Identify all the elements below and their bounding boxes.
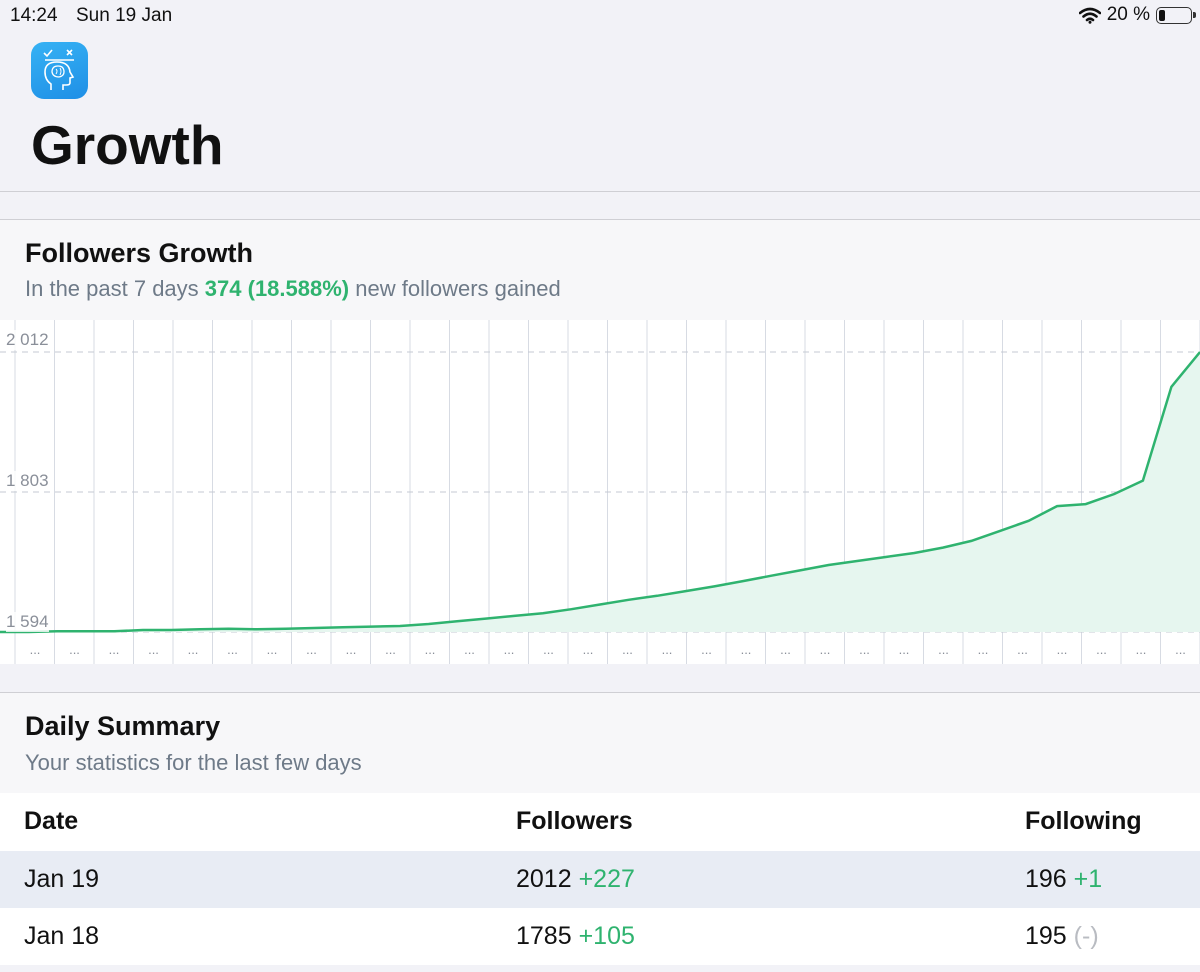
row-date: Jan 18 [24,922,100,950]
x-tick-label: ... [1096,642,1107,657]
followers-count: 1785 [516,922,572,950]
row-followers: 2012 +227 [516,851,635,908]
x-tick-label: ... [1057,642,1068,657]
following-count: 196 [1025,865,1067,893]
row-following: 196 +1 [1025,851,1102,908]
followers-delta: +105 [578,922,635,950]
y-tick-label: 1 594 [6,612,49,632]
x-tick-label: ... [1175,642,1186,657]
battery-icon [1156,6,1196,24]
y-tick-label: 2 012 [6,330,49,350]
x-tick-label: ... [267,642,278,657]
column-header-date: Date [24,807,79,835]
x-tick-label: ... [622,642,633,657]
battery-percentage: 20 % [1106,4,1150,25]
status-time: 14:24 [10,5,58,26]
x-tick-label: ... [938,642,949,657]
column-header-followers: Followers [516,807,633,835]
followers-gained-value: 374 (18.588%) [204,276,350,301]
x-tick-label: ... [662,642,673,657]
followers-chart[interactable]: ........................................… [0,320,1200,664]
followers-delta: +227 [578,865,635,893]
x-tick-label: ... [583,642,594,657]
followers-growth-header: Followers Growth In the past 7 days 374 … [0,220,1200,320]
subtitle-suffix: new followers gained [355,276,561,301]
x-tick-label: ... [346,642,357,657]
followers-growth-title: Followers Growth [25,238,254,268]
following-delta: +1 [1073,865,1103,893]
x-tick-label: ... [109,642,120,657]
status-bar: 14:24 Sun 19 Jan 20 % [0,0,1200,32]
column-header-following: Following [1025,807,1142,835]
x-tick-label: ... [1017,642,1028,657]
x-tick-label: ... [1136,642,1147,657]
daily-summary-header: Daily Summary Your statistics for the la… [0,693,1200,793]
x-tick-label: ... [69,642,80,657]
x-tick-label: ... [899,642,910,657]
header-divider [0,191,1200,192]
x-tick-label: ... [701,642,712,657]
x-tick-label: ... [543,642,554,657]
table-header-row: Date Followers Following [0,793,1200,851]
section-divider [0,692,1200,693]
row-date: Jan 19 [24,865,100,893]
followers-count: 2012 [516,865,572,893]
section-divider [0,219,1200,220]
series-area [0,352,1200,632]
subtitle-prefix: In the past 7 days [25,276,199,301]
x-tick-label: ... [306,642,317,657]
daily-summary-title: Daily Summary [25,711,221,741]
x-tick-label: ... [978,642,989,657]
followers-chart-svg: ........................................… [0,320,1200,664]
brain-head-icon[interactable] [31,42,88,99]
row-following: 195 (-) [1025,908,1099,965]
daily-summary-table: Date Followers Following Jan 19 2012 +22… [0,793,1200,965]
row-followers: 1785 +105 [516,908,635,965]
x-tick-label: ... [780,642,791,657]
x-tick-label: ... [30,642,41,657]
followers-growth-subtitle: In the past 7 days 374 (18.588%) new fol… [25,276,561,302]
table-row[interactable]: Jan 18 1785 +105 195 (-) [0,908,1200,965]
table-row[interactable]: Jan 19 2012 +227 196 +1 [0,851,1200,908]
x-tick-label: ... [148,642,159,657]
x-tick-label: ... [741,642,752,657]
x-tick-label: ... [385,642,396,657]
wifi-icon [1078,7,1101,24]
x-tick-label: ... [464,642,475,657]
x-tick-label: ... [227,642,238,657]
x-tick-label: ... [859,642,870,657]
series-line [0,351,1200,634]
status-date: Sun 19 Jan [76,5,173,26]
y-tick-label: 1 803 [6,471,49,491]
following-count: 195 [1025,922,1067,950]
x-tick-label: ... [425,642,436,657]
x-tick-label: ... [504,642,515,657]
x-tick-label: ... [820,642,831,657]
status-indicators: 20 % [1078,4,1196,26]
following-delta: (-) [1073,922,1099,950]
x-tick-label: ... [188,642,199,657]
daily-summary-subtitle: Your statistics for the last few days [25,750,362,775]
page-title: Growth [31,114,224,176]
